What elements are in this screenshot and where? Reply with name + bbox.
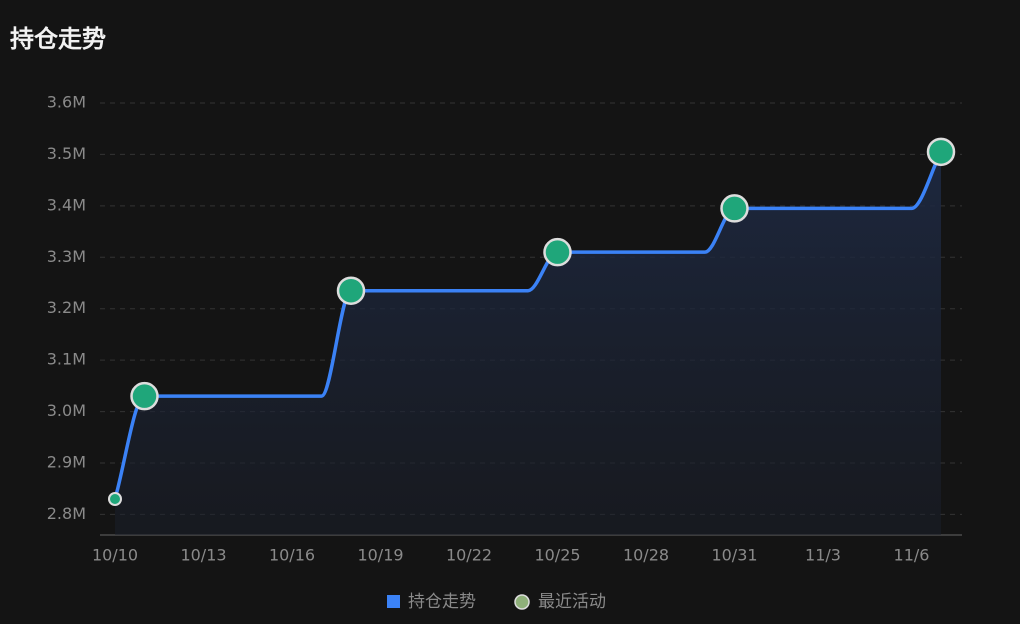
x-tick-label: 10/10	[92, 546, 138, 565]
legend-label: 最近活动	[538, 592, 606, 612]
activity-marker	[336, 276, 366, 305]
y-tick-label: 3.2M	[47, 298, 86, 317]
legend-swatch	[514, 594, 530, 610]
activity-marker	[130, 381, 159, 411]
activity-marker	[543, 237, 572, 267]
x-tick-label: 11/6	[894, 546, 930, 565]
x-tick-label: 10/28	[623, 546, 669, 565]
x-tick-label: 10/13	[180, 546, 226, 565]
x-tick-label: 11/3	[805, 546, 841, 565]
x-tick-label: 10/19	[357, 546, 403, 565]
y-tick-label: 3.1M	[47, 350, 86, 369]
activity-marker	[926, 137, 956, 167]
x-tick-label: 10/22	[446, 546, 492, 565]
y-tick-label: 3.3M	[47, 247, 86, 266]
y-tick-label: 3.6M	[47, 93, 86, 112]
line	[113, 151, 943, 500]
y-tick-label: 3.4M	[47, 195, 86, 214]
y-tick-label: 2.9M	[47, 453, 86, 472]
area	[115, 151, 941, 535]
x-tick-label: 10/16	[269, 546, 315, 565]
legend-swatch	[387, 595, 400, 608]
x-tick-label: 10/25	[534, 546, 580, 565]
legend-label: 持仓走势	[408, 592, 476, 612]
chart-title: 持仓走势	[10, 25, 106, 53]
activity-marker	[720, 194, 749, 223]
x-tick-label: 10/31	[711, 546, 757, 565]
y-tick-label: 2.8M	[47, 504, 86, 523]
line-start-marker	[108, 492, 122, 506]
y-tick-label: 3.5M	[47, 144, 86, 163]
y-tick-label: 3.0M	[47, 401, 86, 420]
